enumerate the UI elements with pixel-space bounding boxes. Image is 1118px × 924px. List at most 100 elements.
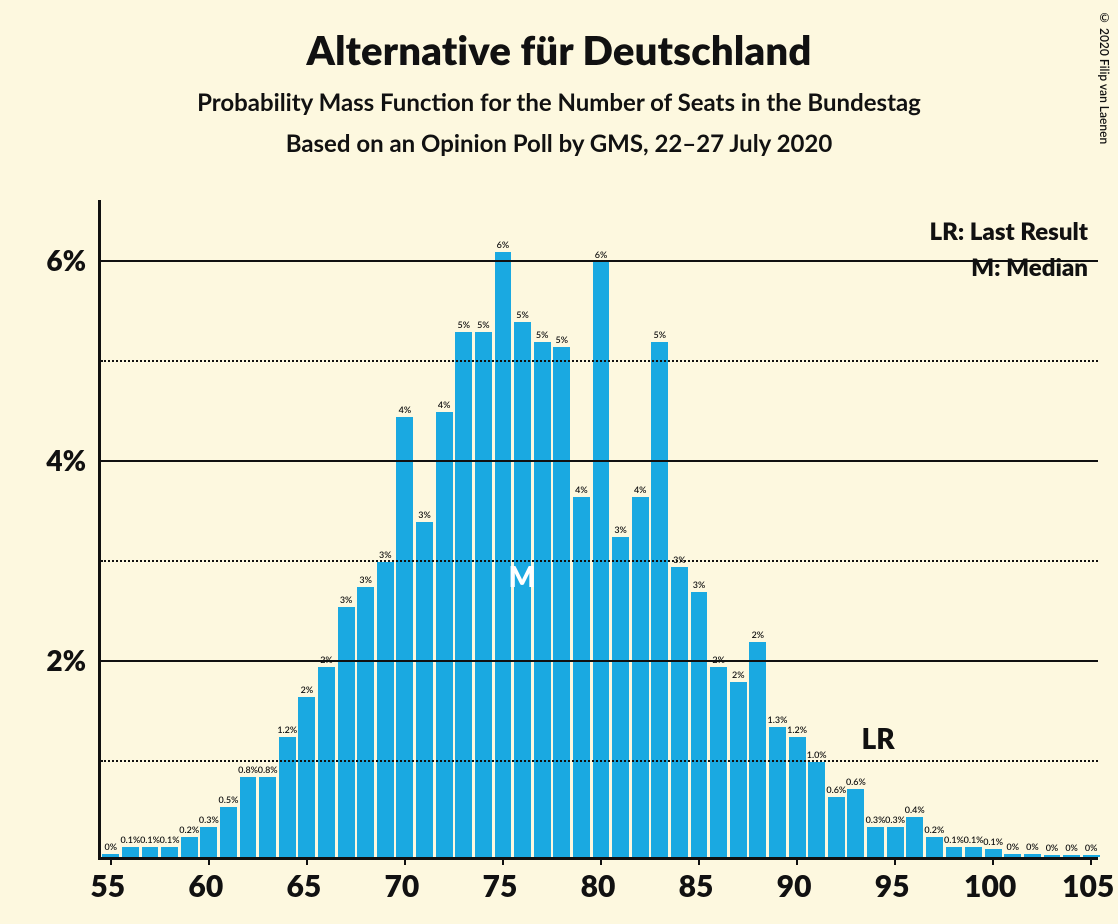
bar-slot: 0.3% (867, 827, 884, 857)
gridline (101, 760, 1098, 762)
x-axis-labels: 556065707580859095100105 (98, 862, 1098, 902)
gridline (101, 460, 1098, 462)
bar-value-label: 4% (438, 399, 451, 410)
bar (926, 837, 943, 857)
bar (142, 847, 159, 857)
bar (318, 667, 335, 857)
bar-value-label: 0.5% (219, 794, 239, 805)
bar-value-label: 3% (693, 579, 706, 590)
plot-area: LR: Last Result M: Median 0%0.1%0.1%0.1%… (98, 200, 1098, 860)
bar-value-label: 0.3% (866, 814, 886, 825)
bar (573, 497, 590, 857)
bar-slot: 0.1% (946, 847, 963, 857)
bar-slot: 2% (710, 667, 727, 857)
chart-title: Alternative für Deutschland (0, 26, 1118, 74)
bar (416, 522, 433, 857)
bar (965, 847, 982, 857)
bar-value-label: 0.1% (944, 834, 964, 845)
bar (671, 567, 688, 857)
bar-slot: 0.5% (220, 807, 237, 857)
bar (828, 797, 845, 857)
bar (161, 847, 178, 857)
bar-value-label: 0.1% (983, 836, 1003, 847)
chart-subtitle-2: Based on an Opinion Poll by GMS, 22–27 J… (0, 129, 1118, 158)
bar-slot: 0.1% (985, 849, 1002, 857)
bar-value-label: 3% (359, 574, 372, 585)
bar-slot: 0.8% (259, 777, 276, 857)
x-axis-label: 70 (385, 868, 420, 904)
bar-value-label: 0.8% (258, 764, 278, 775)
bar-value-label: 0% (1046, 842, 1059, 853)
bar (612, 537, 629, 857)
bar-slot: 0.2% (926, 837, 943, 857)
bars-layer: 0%0.1%0.1%0.1%0.2%0.3%0.5%0.8%0.8%1.2%2%… (101, 200, 1098, 857)
bar-slot: 0.8% (240, 777, 257, 857)
bar-value-label: 1.3% (768, 714, 788, 725)
x-axis-label: 80 (581, 868, 616, 904)
y-axis-label: 4% (46, 443, 86, 477)
bar-value-label: 0.8% (238, 764, 258, 775)
bar-value-label: 1.2% (787, 724, 807, 735)
bar-slot: 0.2% (181, 837, 198, 857)
bar-slot: 2% (298, 697, 315, 857)
bar-value-label: 4% (575, 484, 588, 495)
bar (632, 497, 649, 857)
bar-slot: 1.0% (808, 762, 825, 857)
bar-slot: 0.1% (161, 847, 178, 857)
gridline (101, 360, 1098, 362)
y-axis-label: 2% (46, 643, 86, 677)
bar (847, 789, 864, 857)
bar-value-label: 5% (536, 329, 549, 340)
bar-value-label: 4% (399, 404, 412, 415)
bar-slot: 5% (514, 322, 531, 857)
bar (396, 417, 413, 857)
bar-slot: 0.6% (847, 789, 864, 857)
bar (710, 667, 727, 857)
bar (338, 607, 355, 857)
bar (298, 697, 315, 857)
bar-value-label: 0.1% (120, 834, 140, 845)
bar-slot: 5% (534, 342, 551, 857)
x-axis-label: 95 (875, 868, 910, 904)
bar (279, 737, 296, 857)
bar (985, 849, 1002, 857)
x-axis-label: 85 (679, 868, 714, 904)
bar-slot: 3% (338, 607, 355, 857)
bar (789, 737, 806, 857)
bar (455, 332, 472, 857)
bar-value-label: 3% (614, 524, 627, 535)
x-axis-label: 90 (777, 868, 812, 904)
bar (867, 827, 884, 857)
bar-value-label: 3% (379, 549, 392, 560)
bar-value-label: 1.2% (277, 724, 297, 735)
bar-value-label: 0.6% (826, 784, 846, 795)
bar-value-label: 2% (732, 669, 745, 680)
bar (808, 762, 825, 857)
bar-slot: 2% (730, 682, 747, 857)
bar-value-label: 0.4% (905, 804, 925, 815)
bar-value-label: 6% (595, 249, 608, 260)
bar-value-label: 2% (301, 684, 314, 695)
bar (220, 807, 237, 857)
bar-slot: 5% (455, 332, 472, 857)
bar-slot: 3% (612, 537, 629, 857)
x-axis-label: 65 (286, 868, 321, 904)
bar-slot: 0.4% (906, 817, 923, 857)
bar-value-label: 0.1% (140, 834, 160, 845)
bar (377, 562, 394, 857)
bar-value-label: 4% (634, 484, 647, 495)
chart-container: 2%4%6% LR: Last Result M: Median 0%0.1%0… (38, 200, 1098, 900)
x-axis-label: 55 (90, 868, 125, 904)
bar-slot: 3% (691, 592, 708, 857)
bar-slot: 0.3% (887, 827, 904, 857)
x-axis-label: 105 (1062, 868, 1114, 904)
bar-slot: 4% (396, 417, 413, 857)
bar (906, 817, 923, 857)
bar-slot: 5% (475, 332, 492, 857)
bar (122, 847, 139, 857)
bar (887, 827, 904, 857)
bar-value-label: 0% (1065, 842, 1078, 853)
bar-slot: 6% (495, 252, 512, 857)
bar (769, 727, 786, 857)
chart-subtitle-1: Probability Mass Function for the Number… (0, 88, 1118, 117)
